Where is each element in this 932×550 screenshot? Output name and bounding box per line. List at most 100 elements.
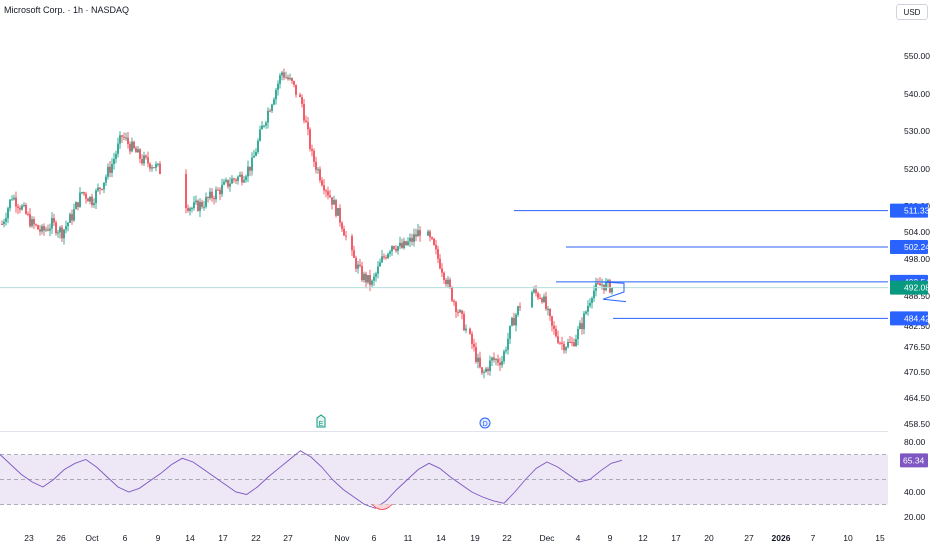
y-tick-label: 520.00 bbox=[904, 164, 930, 174]
candle-body bbox=[547, 308, 549, 310]
candle-body bbox=[81, 192, 83, 194]
candle bbox=[17, 203, 19, 215]
candle bbox=[463, 311, 465, 332]
candle bbox=[355, 255, 357, 272]
candle bbox=[473, 338, 475, 352]
candle-body bbox=[225, 179, 227, 182]
rsi-tick-label: 80.00 bbox=[904, 437, 926, 447]
candle-body bbox=[407, 241, 409, 246]
candle-body bbox=[345, 235, 347, 237]
candle-body bbox=[211, 191, 213, 199]
candle-body bbox=[215, 189, 217, 200]
x-tick-label: 22 bbox=[502, 533, 512, 543]
candle-body bbox=[571, 342, 573, 344]
candle bbox=[77, 202, 79, 211]
candle-body bbox=[3, 221, 5, 225]
candle-body bbox=[57, 232, 59, 234]
candle-body bbox=[265, 122, 267, 126]
candle bbox=[205, 192, 207, 209]
candle bbox=[247, 160, 249, 183]
candle bbox=[591, 296, 593, 309]
candle-body bbox=[601, 284, 603, 286]
candle bbox=[57, 229, 59, 238]
candle bbox=[609, 278, 611, 294]
candle bbox=[339, 204, 341, 227]
candle-body bbox=[275, 89, 277, 100]
candle bbox=[113, 152, 115, 170]
candle bbox=[381, 249, 383, 264]
candle-body bbox=[313, 150, 315, 162]
candle-body bbox=[311, 149, 313, 151]
candle bbox=[399, 236, 401, 249]
candle-body bbox=[147, 157, 149, 164]
candle-body bbox=[449, 279, 451, 288]
candle-body bbox=[159, 163, 161, 174]
candle bbox=[79, 187, 81, 208]
candle bbox=[203, 200, 205, 211]
candle-body bbox=[47, 229, 49, 231]
candle-body bbox=[153, 167, 155, 169]
candle bbox=[139, 148, 141, 164]
candle bbox=[537, 291, 539, 301]
x-tick-label: 9 bbox=[156, 533, 161, 543]
candle bbox=[477, 353, 479, 369]
candle-body bbox=[93, 203, 95, 206]
candle bbox=[545, 291, 547, 311]
candle bbox=[241, 171, 243, 186]
candle-body bbox=[393, 246, 395, 249]
candle bbox=[255, 148, 257, 157]
candle-body bbox=[51, 218, 53, 229]
candle bbox=[25, 202, 27, 215]
level-tag bbox=[890, 240, 928, 255]
x-tick-label: 12 bbox=[638, 533, 648, 543]
candle-body bbox=[517, 306, 519, 315]
x-tick-label: 20 bbox=[704, 533, 714, 543]
earnings-marker-label: E bbox=[319, 421, 324, 428]
candle-body bbox=[239, 174, 241, 177]
candle-body bbox=[597, 283, 599, 285]
candle-body bbox=[367, 275, 369, 283]
candle bbox=[489, 355, 491, 376]
candle-body bbox=[11, 199, 13, 201]
candle-body bbox=[279, 75, 281, 84]
candle bbox=[35, 223, 37, 227]
candle-body bbox=[115, 153, 117, 159]
candle-body bbox=[417, 230, 419, 237]
candle-body bbox=[481, 367, 483, 373]
candle-body bbox=[457, 311, 459, 313]
candle bbox=[259, 125, 261, 142]
candle-body bbox=[251, 157, 253, 171]
y-tick-label: 498.00 bbox=[904, 254, 930, 264]
candle bbox=[39, 225, 41, 236]
candle-body bbox=[55, 222, 57, 234]
candle-body bbox=[91, 196, 93, 206]
candle-body bbox=[15, 197, 17, 207]
candle bbox=[93, 198, 95, 208]
candle bbox=[335, 198, 337, 218]
candle-body bbox=[185, 173, 187, 208]
candle-body bbox=[103, 182, 105, 190]
candle bbox=[197, 199, 199, 212]
candle-body bbox=[377, 266, 379, 274]
candle-body bbox=[353, 250, 355, 258]
candle-body bbox=[543, 296, 545, 303]
candle bbox=[497, 354, 499, 367]
candle bbox=[105, 174, 107, 186]
candle bbox=[129, 141, 131, 155]
candle bbox=[513, 312, 515, 326]
candle bbox=[159, 161, 161, 175]
candle bbox=[511, 316, 513, 327]
candle bbox=[71, 209, 73, 225]
current-price-label: 492.08 bbox=[904, 283, 930, 293]
candle bbox=[559, 341, 561, 345]
candle-body bbox=[415, 234, 417, 237]
candle-body bbox=[497, 359, 499, 363]
x-tick-label: 27 bbox=[744, 533, 754, 543]
candle bbox=[199, 198, 201, 218]
candle bbox=[89, 196, 91, 205]
candle-body bbox=[397, 246, 399, 251]
candle bbox=[149, 162, 151, 172]
currency-button[interactable]: USD bbox=[896, 4, 928, 20]
candle bbox=[115, 150, 117, 164]
